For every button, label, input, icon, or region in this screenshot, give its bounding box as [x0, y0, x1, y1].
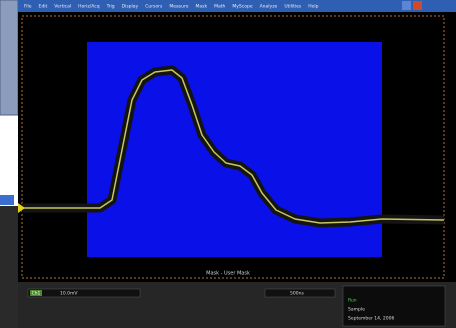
menu-item[interactable]: Measure — [169, 4, 188, 10]
menu-item[interactable]: Math — [214, 4, 225, 10]
scope-window: File Edit Vertical Horiz/Acq Trig Display Curs… — [0, 0, 456, 328]
timebase: 500ns — [290, 291, 304, 297]
menu-item[interactable]: Cursors — [145, 4, 163, 10]
close-button[interactable] — [413, 1, 422, 10]
side-panel — [0, 0, 18, 115]
menu-item[interactable]: Vertical — [54, 4, 71, 10]
menu-item[interactable]: Mask — [195, 4, 207, 10]
channel-readout[interactable] — [28, 289, 140, 297]
menu-item[interactable]: Horiz/Acq — [78, 4, 100, 10]
menu-item[interactable]: Display — [122, 4, 139, 10]
window-button[interactable] — [402, 1, 411, 10]
acq-mode: Sample — [348, 307, 365, 313]
acq-state: Run — [348, 298, 357, 304]
date: September 14, 2006 — [348, 316, 394, 322]
channel-label: Ch1 — [32, 291, 41, 297]
menu-item[interactable]: MyScope — [232, 4, 252, 10]
menu-item[interactable]: Trig — [106, 4, 115, 10]
side-lower-panel — [0, 206, 18, 328]
menu-item[interactable]: Edit — [39, 4, 48, 10]
menu-item[interactable]: Help — [308, 4, 318, 10]
menu-item[interactable]: File — [24, 4, 32, 10]
menu-items: File Edit Vertical Horiz/Acq Trig Display Curs… — [24, 4, 319, 10]
menu-item[interactable]: Analyze — [260, 4, 278, 10]
menu-item[interactable]: Utilities — [284, 4, 302, 10]
channel-scale: 10.0mV — [60, 291, 78, 297]
side-button[interactable] — [0, 195, 14, 205]
screen-caption: Mask - User Mask — [206, 271, 250, 277]
